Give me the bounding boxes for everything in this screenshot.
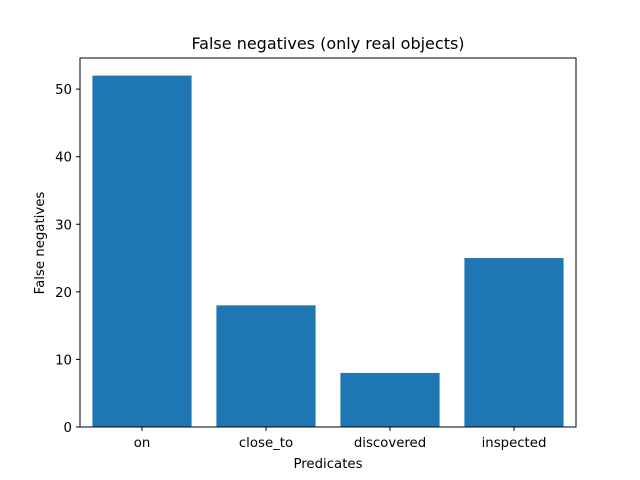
x-tick-label: close_to — [239, 436, 293, 451]
axes-frame — [79, 57, 577, 428]
x-axis-label: Predicates — [293, 457, 362, 472]
bars-group — [92, 75, 564, 428]
y-tick-label: 0 — [64, 421, 72, 436]
y-tick-label: 10 — [55, 353, 72, 368]
y-tick-label: 40 — [55, 151, 72, 166]
bar-close-to — [216, 305, 316, 427]
y-axis: 0 10 20 30 40 50 — [55, 83, 80, 436]
x-tick-label: inspected — [482, 436, 547, 451]
chart-title: False negatives (only real objects) — [191, 34, 464, 53]
bar-inspected — [464, 258, 564, 427]
plot-area: 0 10 20 30 40 50 on close_to discovered inspecte… — [55, 57, 577, 451]
y-tick-label: 50 — [55, 83, 72, 98]
x-axis: on close_to discovered inspected — [134, 427, 547, 451]
y-axis-label: False negatives — [33, 192, 48, 295]
x-tick-label: discovered — [354, 436, 426, 451]
bar-discovered — [340, 372, 440, 427]
bar-on — [92, 75, 192, 428]
y-tick-label: 20 — [55, 286, 72, 301]
x-tick-label: on — [134, 436, 151, 451]
y-tick-label: 30 — [55, 218, 72, 233]
